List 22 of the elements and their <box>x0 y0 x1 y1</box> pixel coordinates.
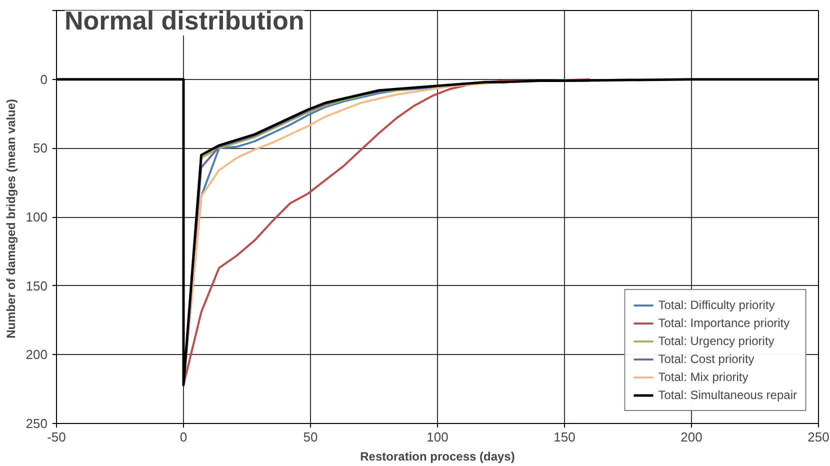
y-tick-label: 250 <box>26 416 48 431</box>
chart-title: Normal distribution <box>64 6 304 36</box>
legend-label: Total: Difficulty priority <box>658 298 775 312</box>
y-tick-label: 100 <box>26 210 48 224</box>
x-tick-label: 100 <box>426 430 448 444</box>
x-axis-title: Restoration process (days) <box>360 450 515 464</box>
y-tick-label: 150 <box>26 278 48 294</box>
x-tick-label: 150 <box>554 430 576 444</box>
legend-label: Total: Importance priority <box>658 316 790 330</box>
x-tick-label: 0 <box>180 430 188 444</box>
y-tick-label: 50 <box>33 140 48 156</box>
legend-label: Total: Cost priority <box>658 352 754 366</box>
legend-label: Total: Mix priority <box>658 370 748 384</box>
x-tick-label: -50 <box>47 430 66 444</box>
y-tick-label: 0 <box>40 72 48 87</box>
x-tick-label: 250 <box>808 430 830 444</box>
y-axis-title: Number of damaged bridges (mean value) <box>4 98 18 338</box>
y-tick-label: 200 <box>26 347 48 362</box>
x-tick-label: 50 <box>303 430 318 444</box>
x-tick-label: 200 <box>680 430 702 444</box>
legend-label: Total: Simultaneous repair <box>658 388 797 402</box>
legend-label: Total: Urgency priority <box>658 334 774 348</box>
